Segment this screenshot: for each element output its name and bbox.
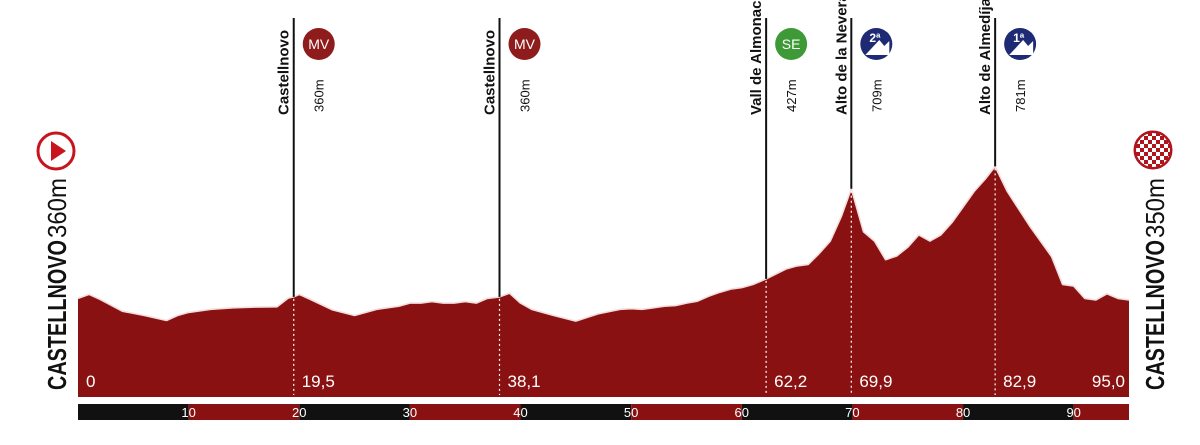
axis-tick-label: 10 <box>181 405 195 420</box>
finish-label-group: CASTELLNOVO 350m <box>1140 178 1170 390</box>
km-label: 82,9 <box>1003 372 1036 391</box>
axis-tick-label: 30 <box>403 405 417 420</box>
axis-segment <box>299 404 410 420</box>
start-play-icon <box>51 141 66 161</box>
finish-marker <box>1133 130 1173 170</box>
axis-tick-label: 60 <box>735 405 749 420</box>
distance-axis: 10 20 30 40 50 60 70 80 90 <box>78 404 1129 420</box>
waypoint-name: Castellnovo <box>482 30 499 115</box>
waypoint-badge-label: 1ª <box>1013 31 1025 45</box>
finish-town-label: CASTELLNOVO <box>1140 240 1170 390</box>
axis-segment <box>78 404 189 420</box>
km-label: 62,2 <box>774 372 807 391</box>
waypoint-badge <box>508 28 541 60</box>
axis-tick-label: 70 <box>845 405 859 420</box>
start-marker <box>36 131 76 171</box>
axis-tick-label: 80 <box>956 405 970 420</box>
axis-segment <box>520 404 632 420</box>
axis-tick-label: 40 <box>513 405 527 420</box>
waypoint-altitude: 781m <box>1013 79 1028 112</box>
waypoint-badge-label: 2ª <box>869 31 881 45</box>
waypoint-altitude: 709m <box>869 79 884 112</box>
waypoint-badge-label: MV <box>308 36 330 52</box>
km-label: 38,1 <box>508 372 541 391</box>
start-town-label: CASTELLNOVO <box>42 240 72 390</box>
waypoint-layer: Castellnovo MV 360m Castellnovo MV 360m Vall d… <box>276 0 1037 395</box>
waypoint-name: Vall de Almonacid <box>748 0 765 115</box>
axis-tick-label: 20 <box>292 405 306 420</box>
axis-segment <box>188 404 300 420</box>
waypoint-altitude: 360m <box>518 79 533 112</box>
finish-checkered-flag-icon <box>1136 133 1170 167</box>
axis-segment <box>963 404 1074 420</box>
waypoint-altitude: 360m <box>312 79 327 112</box>
waypoint-name: Alto de la Nevera <box>833 0 850 115</box>
waypoint-badge-label: MV <box>514 36 536 52</box>
km-label-layer: 0 19,5 38,1 62,2 69,9 82,9 95,0 <box>86 372 1125 391</box>
axis-segment <box>852 404 964 420</box>
km-label: 0 <box>86 372 95 391</box>
km-label: 19,5 <box>302 372 335 391</box>
waypoint-name: Castellnovo <box>276 30 293 115</box>
start-label-group: CASTELLNOVO 360m <box>42 178 72 390</box>
waypoint-altitude: 427m <box>784 79 799 112</box>
elevation-area <box>78 166 1129 397</box>
waypoint-badge <box>775 28 808 60</box>
axis-tick-label: 50 <box>624 405 638 420</box>
start-altitude-label: 360m <box>42 178 72 238</box>
mountain-icon <box>1009 40 1034 55</box>
axis-segment <box>631 404 742 420</box>
axis-segment <box>1073 404 1129 420</box>
finish-altitude-label: 350m <box>1140 178 1170 238</box>
axis-segment <box>741 404 853 420</box>
km-label: 69,9 <box>859 372 892 391</box>
mountain-icon <box>865 40 890 55</box>
km-label: 95,0 <box>1092 372 1125 391</box>
waypoint-badge <box>302 28 335 60</box>
axis-tick-label: 90 <box>1066 405 1080 420</box>
waypoint-badge-label: SE <box>782 36 801 52</box>
axis-segment <box>409 404 521 420</box>
waypoint-name: Alto de Almedíjar <box>977 0 994 115</box>
